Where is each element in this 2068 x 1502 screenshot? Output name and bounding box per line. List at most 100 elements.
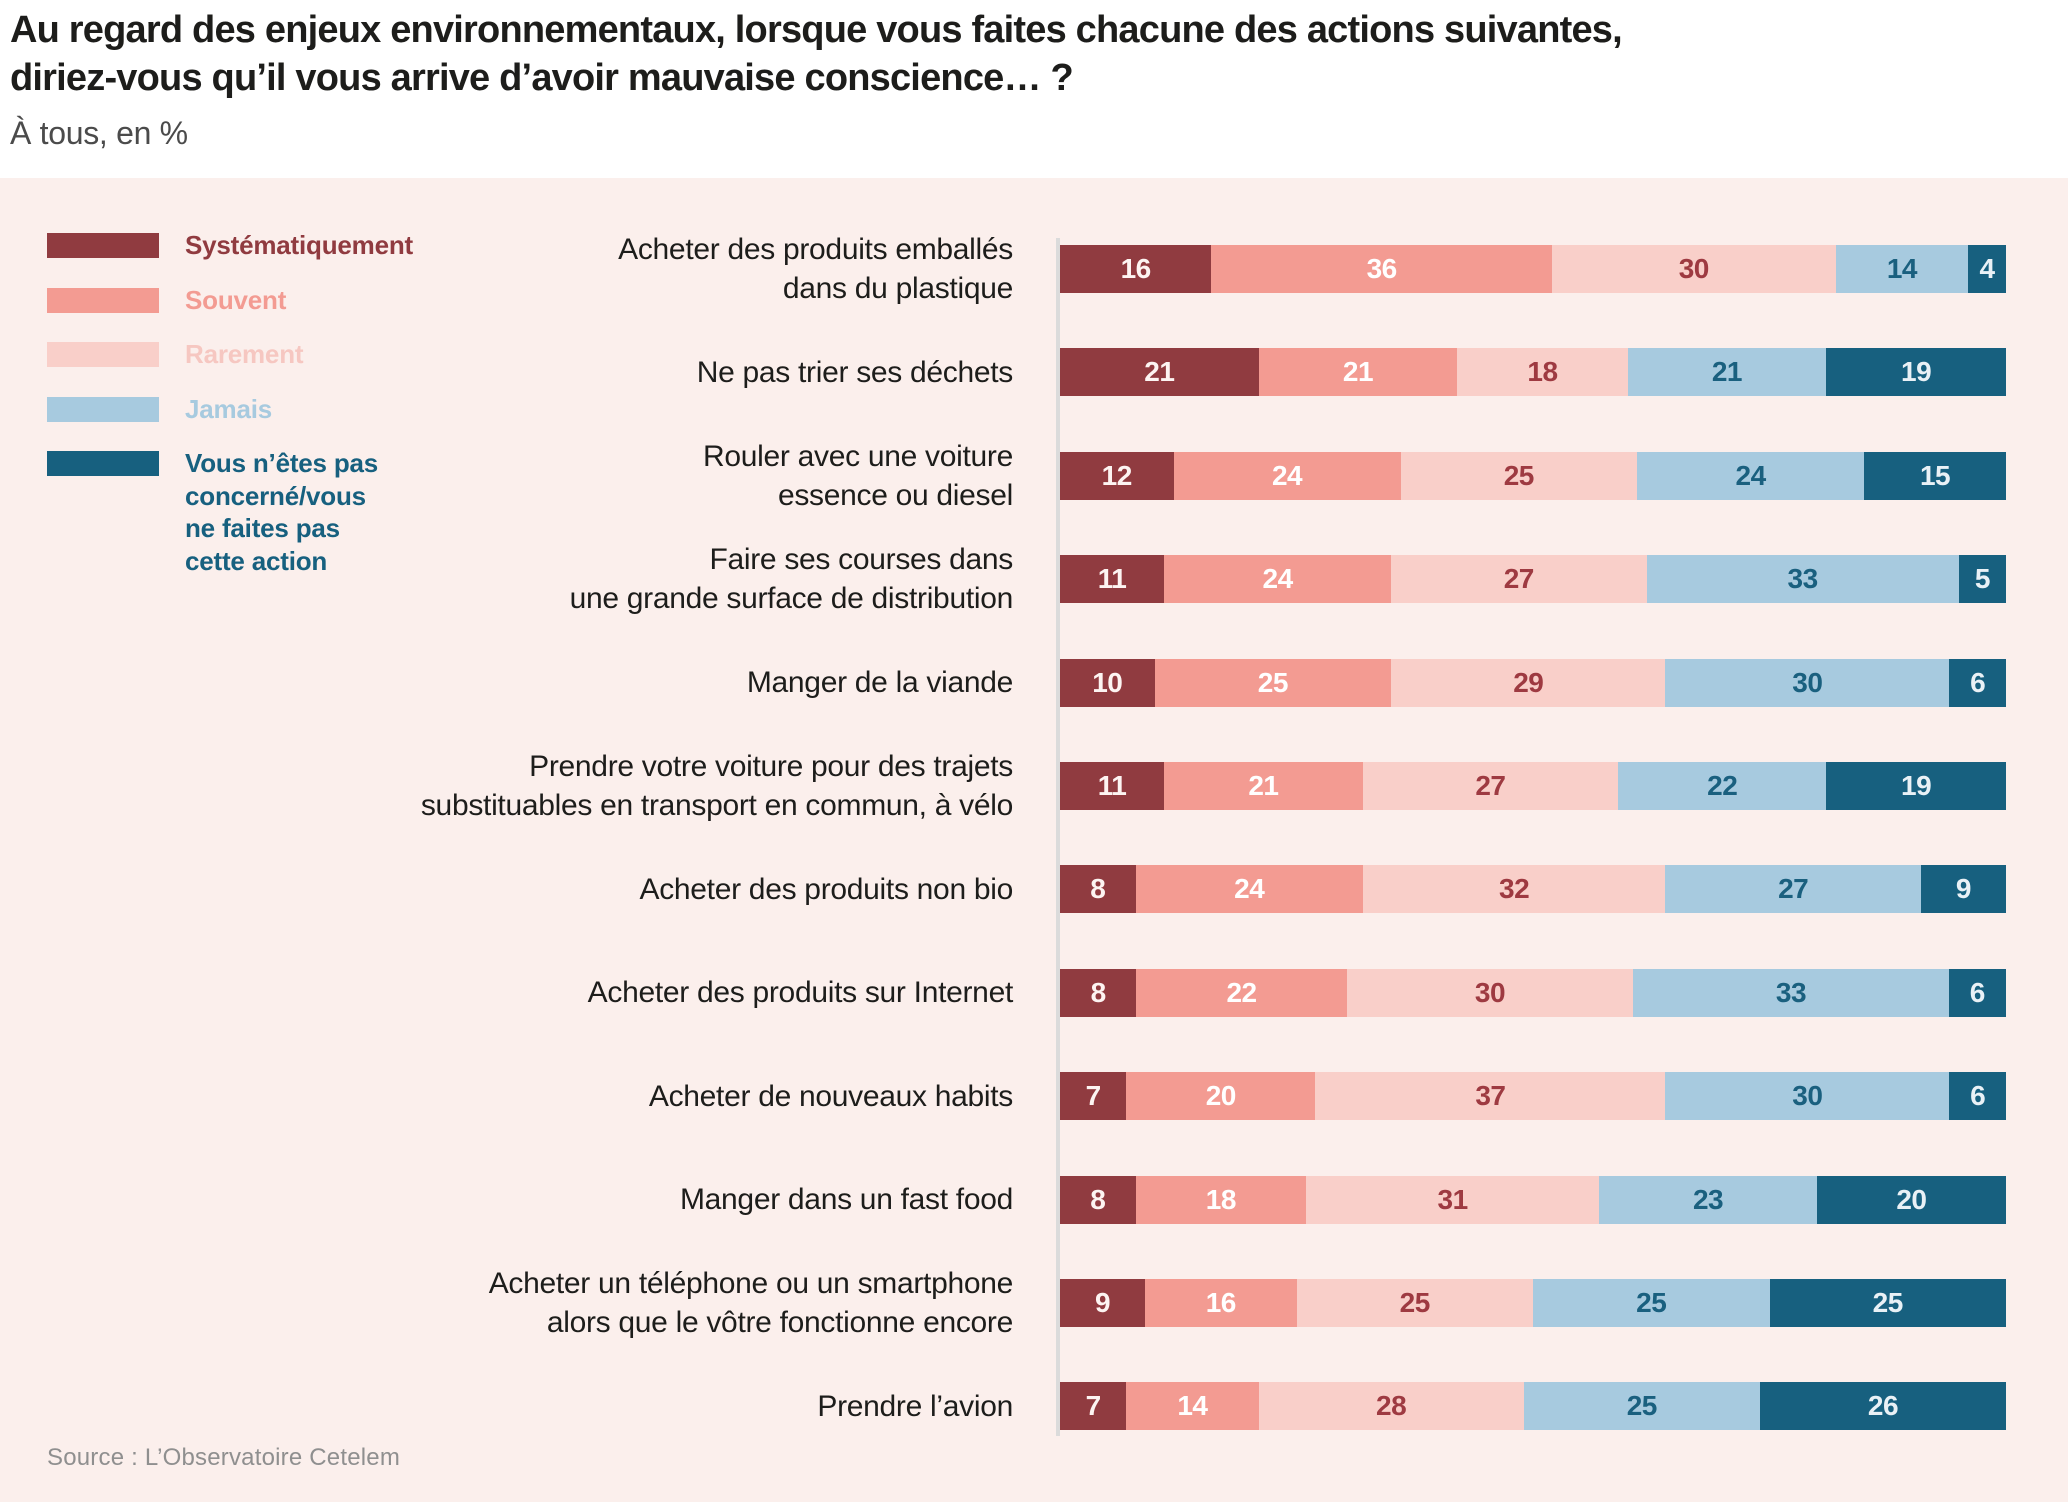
chart-row: Manger de la viande 10 25 29 30 6 [0,658,2068,707]
bar-segment: 12 [1060,451,1174,500]
segment-value: 27 [1475,769,1506,801]
category-label-line: dans du plastique [782,272,1013,305]
category-label-line: Acheter des produits emballés [618,233,1013,266]
segment-value: 24 [1234,873,1265,905]
segment-value: 18 [1205,1183,1237,1215]
legend-label: Jamais [185,393,272,426]
bar-segment: 11 [1060,761,1165,810]
bar-segment: 25 [1533,1278,1770,1327]
segment-value: 14 [1886,253,1918,284]
bar-segment: 33 [1633,968,1949,1017]
segment-value: 6 [1970,666,1986,698]
bar-segment: 27 [1665,865,1921,914]
legend-swatch [47,396,159,422]
bar-segment: 20 [1816,1175,2007,1224]
bar-segment: 16 [1145,1278,1297,1327]
segment-value: 24 [1735,459,1767,491]
header: Au regard des enjeux environnementaux, l… [10,6,1910,152]
segment-value: 7 [1085,1080,1102,1112]
category-label: Faire ses courses dans une grande surface… [0,540,1014,618]
bar-segment: 24 [1164,555,1392,604]
bar-segment: 14 [1126,1382,1259,1431]
bar-segment: 19 [1826,348,2006,397]
legend-item: Souvent [47,285,467,317]
segment-value: 11 [1097,769,1127,801]
segment-value: 9 [1955,873,1972,905]
segment-value: 27 [1503,563,1535,595]
category-label: Acheter de nouveaux habits [0,1077,1013,1116]
chart-row: Acheter de nouveaux habits 7 20 37 30 6 [0,1072,2068,1121]
segment-value: 25 [1626,1390,1658,1422]
category-label-line: Acheter de nouveaux habits [648,1079,1013,1113]
bar-segment: 9 [1920,865,2007,914]
category-label: Ne pas trier ses déchets [0,353,1014,392]
bar-segment: 18 [1135,1175,1306,1224]
bar-segment: 24 [1173,451,1401,500]
segment-value: 21 [1342,356,1374,388]
bar-segment: 14 [1835,245,1969,293]
bar-segment: 8 [1060,968,1137,1017]
segment-value: 25 [1503,459,1535,491]
segment-value: 37 [1475,1080,1506,1112]
bar-segment: 30 [1665,658,1950,707]
category-label-line: Faire ses courses dans [709,543,1013,577]
segment-value: 25 [1399,1286,1431,1318]
chart-row: Rouler avec une voiture essence ou diesel… [0,440,2068,512]
bar-segment: 27 [1391,555,1647,604]
legend-label: Vous n’êtes pas concerné/vous ne faites pa… [185,447,378,577]
stacked-bar: 7 14 28 25 26 [1060,1382,2006,1431]
segment-value: 21 [1248,769,1279,801]
chart-row: Prendre votre voiture pour des trajets su… [0,750,2068,822]
stacked-bar: 12 24 25 24 15 [1060,451,2007,500]
category-label: Acheter des produits non bio [0,870,1013,909]
segment-value: 4 [1979,253,1996,284]
chart-row: Ne pas trier ses déchets 21 21 18 21 19 [0,348,2068,397]
bar-segment: 31 [1305,1175,1600,1224]
stacked-bar: 16 36 30 14 4 [1060,245,2006,293]
axis-baseline [1056,238,1060,1436]
segment-value: 9 [1095,1286,1111,1318]
bar-segment: 25 [1400,451,1638,500]
segment-value: 25 [1872,1286,1904,1318]
bar-segment: 30 [1665,1072,1950,1121]
segment-value: 5 [1974,563,1991,595]
legend-swatch [47,233,159,258]
bar-segment: 25 [1154,658,1392,707]
category-label-line: Manger de la viande [746,666,1013,700]
category-label: Prendre l’avion [0,1387,1013,1426]
bar-segment: 21 [1060,348,1259,397]
bar-segment: 19 [1826,761,2006,810]
segment-value: 19 [1901,769,1932,801]
segment-value: 30 [1792,666,1823,698]
category-label-line: Prendre votre voiture pour des trajets [529,749,1013,783]
segment-value: 33 [1775,976,1807,1008]
segment-value: 21 [1144,356,1175,388]
segment-value: 16 [1205,1286,1237,1318]
bar-segment: 8 [1060,1175,1136,1224]
segment-value: 22 [1707,769,1738,801]
bar-segment: 29 [1391,658,1666,707]
chart-subtitle: À tous, en % [10,115,188,151]
segment-value: 25 [1636,1286,1667,1318]
bar-segment: 30 [1551,245,1836,293]
stacked-bar: 10 25 29 30 6 [1060,658,2006,707]
category-label-line: alors que le vôtre fonctionne encore [546,1305,1013,1339]
chart-row: Prendre l’avion 7 14 28 25 26 [0,1382,2068,1431]
segment-value: 20 [1896,1183,1927,1215]
bar-segment: 18 [1457,348,1628,397]
bar-segment: 20 [1126,1072,1316,1121]
bar-segment: 27 [1362,761,1619,810]
legend-label-line: Souvent [185,284,287,315]
category-label-line: Acheter des produits non bio [639,872,1013,906]
bar-chart-rows: Acheter des produits emballés dans du pla… [0,233,2068,1486]
bar-segment: 22 [1136,968,1347,1017]
bar-segment: 6 [1949,1072,2006,1121]
category-label: Manger dans un fast food [0,1180,1013,1219]
bar-segment: 26 [1760,1382,2006,1431]
legend-swatch [47,287,159,313]
legend-item: Jamais [47,394,467,426]
legend-item: Vous n’êtes pas concerné/vous ne faites pa… [47,448,467,577]
segment-value: 23 [1692,1183,1724,1215]
bar-segment: 6 [1949,658,2006,707]
category-label-line: essence ou diesel [777,478,1013,512]
